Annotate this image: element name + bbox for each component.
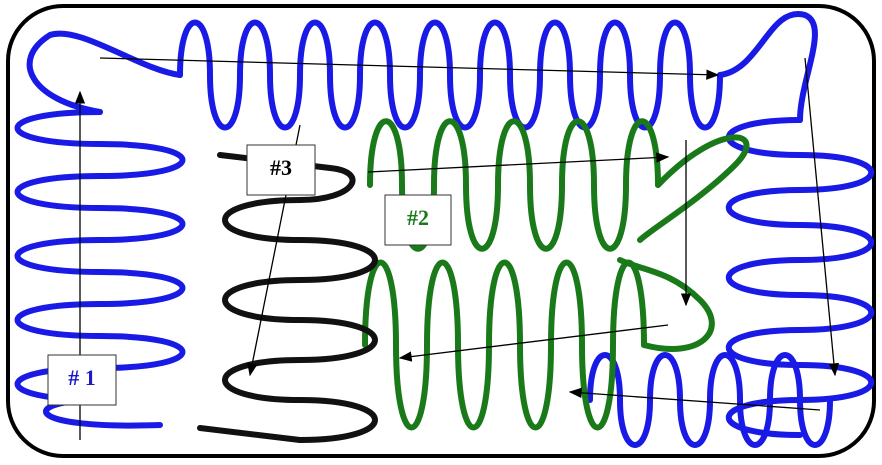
wire <box>200 428 300 440</box>
arrow <box>400 325 668 358</box>
wire <box>225 200 375 440</box>
wire <box>180 23 720 128</box>
label: # 1 <box>68 365 96 390</box>
label-2: #2 <box>385 195 451 245</box>
arrow <box>100 58 718 75</box>
arrow <box>368 157 668 172</box>
page: {"labels": {"one": "# 1", "two": "#2", "… <box>0 0 882 465</box>
label-1: # 1 <box>48 355 116 405</box>
label-3: #3 <box>247 145 315 195</box>
label: #2 <box>407 205 429 230</box>
diagram: # 1 #3 #2 <box>0 0 882 465</box>
wire <box>30 34 180 112</box>
wire <box>720 14 815 120</box>
label: #3 <box>270 155 292 180</box>
